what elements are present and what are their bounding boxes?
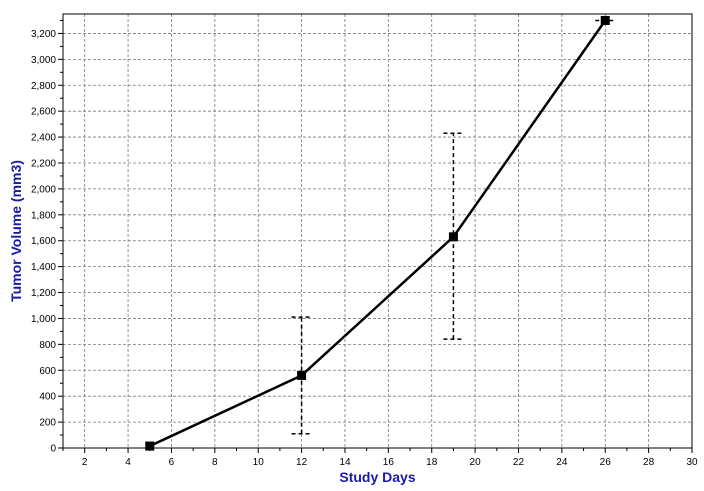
y-tick-label: 200 (39, 418, 56, 429)
x-tick-label: 8 (212, 457, 218, 468)
x-tick-label: 26 (600, 457, 612, 468)
y-tick-label: 3,200 (31, 29, 56, 40)
y-tick-label: 1,600 (31, 236, 56, 247)
y-tick-label: 2,400 (31, 133, 56, 144)
y-tick-label: 1,400 (31, 262, 56, 273)
data-point (600, 15, 610, 25)
plot-area-frame (62, 13, 693, 449)
y-axis-title: Tumor Volume (mm3) (8, 160, 24, 302)
x-tick-label: 2 (82, 457, 88, 468)
y-tick-label: 2,800 (31, 81, 56, 92)
y-axis-ticks: 0 200 400 600 800 1,000 1,200 1,400 1,600 1,800 2,… (31, 19, 63, 455)
x-tick-label: 22 (513, 457, 525, 468)
x-tick-label: 24 (556, 457, 568, 468)
x-tick-label: 28 (643, 457, 655, 468)
x-tick-label: 30 (686, 457, 698, 468)
x-tick-label: 18 (426, 457, 438, 468)
x-tick-label: 12 (296, 457, 308, 468)
x-axis-ticks: 2 4 6 8 10 12 14 16 18 20 22 24 26 28 30 (62, 448, 698, 468)
y-tick-label: 3,000 (31, 55, 56, 66)
x-tick-label: 6 (169, 457, 175, 468)
data-markers (145, 15, 610, 451)
y-tick-label: 1,800 (31, 210, 56, 221)
y-tick-label: 2,600 (31, 107, 56, 118)
grid-lines (63, 14, 693, 449)
x-axis-title: Study Days (339, 469, 415, 485)
error-bars (291, 19, 616, 435)
y-tick-label: 0 (50, 444, 56, 455)
y-tick-label: 1,000 (31, 314, 56, 325)
x-tick-label: 10 (253, 457, 265, 468)
x-tick-label: 4 (125, 457, 131, 468)
y-tick-label: 600 (39, 366, 56, 377)
y-tick-label: 800 (39, 340, 56, 351)
data-point (145, 441, 155, 451)
y-tick-label: 1,200 (31, 288, 56, 299)
y-tick-label: 2,000 (31, 184, 56, 195)
x-tick-label: 20 (470, 457, 482, 468)
y-tick-label: 400 (39, 392, 56, 403)
data-point (448, 232, 458, 242)
x-tick-label: 14 (339, 457, 351, 468)
series-line (149, 19, 607, 448)
x-tick-label: 16 (383, 457, 395, 468)
data-point (297, 370, 307, 380)
y-tick-label: 2,200 (31, 158, 56, 169)
